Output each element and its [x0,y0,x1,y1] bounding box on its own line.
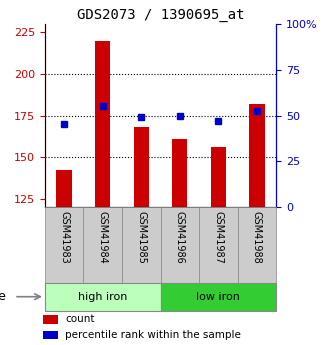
Text: GSM41983: GSM41983 [59,211,69,264]
Bar [122,207,160,283]
Bar [83,207,122,283]
Bar [45,283,160,310]
Text: GSM41985: GSM41985 [136,211,146,264]
Bar [238,207,276,283]
Text: GSM41986: GSM41986 [175,211,185,264]
Bar [160,207,199,283]
Text: low iron: low iron [196,292,240,302]
Bar [172,139,187,207]
Text: percentile rank within the sample: percentile rank within the sample [65,330,241,340]
Bar [43,331,58,339]
Bar [95,41,110,207]
Bar [56,170,72,207]
Bar [45,207,83,283]
Text: GSM41987: GSM41987 [213,211,223,264]
Bar [160,283,276,310]
Title: GDS2073 / 1390695_at: GDS2073 / 1390695_at [77,8,244,22]
Bar [134,127,149,207]
Text: GSM41984: GSM41984 [98,211,108,264]
Text: GSM41988: GSM41988 [252,211,262,264]
Bar [43,315,58,324]
Bar [211,147,226,207]
Text: high iron: high iron [78,292,127,302]
Bar [199,207,238,283]
Bar [249,104,265,207]
Text: count: count [65,314,95,324]
Text: dose: dose [0,290,6,303]
